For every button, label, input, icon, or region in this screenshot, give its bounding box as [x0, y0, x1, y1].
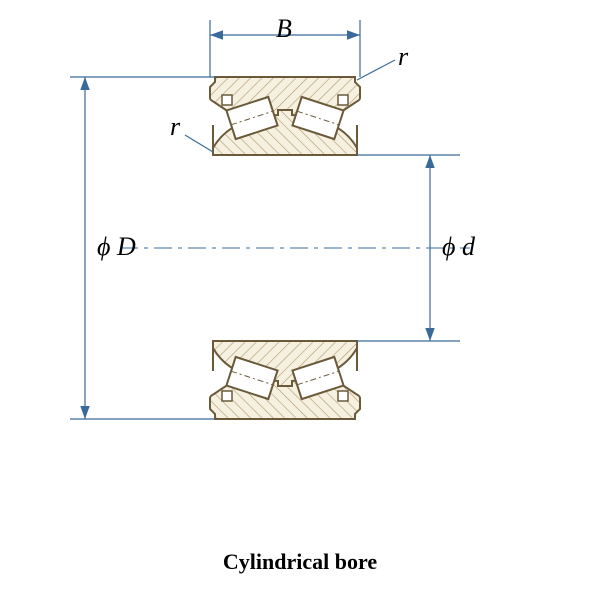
- bottom-section: [210, 341, 360, 419]
- caption: Cylindrical bore: [0, 549, 600, 575]
- top-section: [210, 77, 360, 155]
- bearing-drawing: [0, 0, 600, 600]
- label-r-top: r: [398, 42, 408, 72]
- r-leader-top: [357, 60, 395, 80]
- label-d: ϕ d: [442, 232, 475, 262]
- diagram-container: B ϕ D ϕ d r r Cylindrical bore: [0, 0, 600, 600]
- label-r-left: r: [170, 112, 180, 142]
- label-B: B: [276, 14, 292, 44]
- label-D: ϕ D: [97, 232, 136, 262]
- r-leader-left: [185, 135, 213, 152]
